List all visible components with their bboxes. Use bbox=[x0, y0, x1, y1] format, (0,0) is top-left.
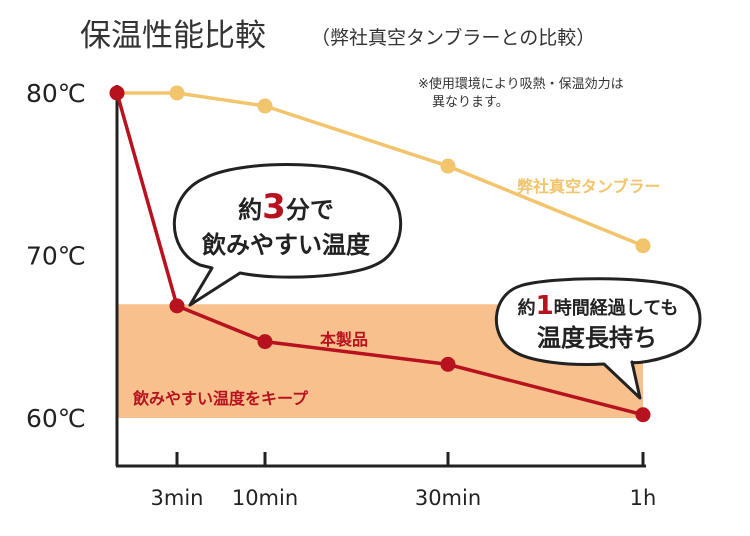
note-line-1: ※使用環境により吸熱・保温効力は bbox=[418, 76, 624, 92]
y-tick-label: 70℃ bbox=[26, 242, 86, 271]
series-layer bbox=[109, 85, 651, 423]
product-data-point bbox=[109, 85, 125, 101]
y-tick-label: 60℃ bbox=[26, 404, 86, 433]
band-label: 飲みやすい温度をキープ bbox=[132, 389, 309, 408]
competitor-data-point bbox=[635, 238, 651, 254]
x-tick-label: 10min bbox=[232, 486, 298, 510]
note-line-2: 異なります。 bbox=[432, 95, 509, 110]
axes bbox=[115, 85, 646, 468]
chart-title: 保温性能比較 bbox=[80, 18, 266, 54]
x-tick-label: 1h bbox=[630, 486, 657, 510]
speech-bubble-shape bbox=[172, 163, 403, 307]
bubble-right-line-2: 温度長持ち bbox=[537, 324, 657, 352]
competitor-data-point bbox=[440, 158, 456, 174]
bubble-right-line-1: 約1時間経過しても bbox=[518, 291, 679, 321]
x-tick-label: 3min bbox=[151, 486, 204, 510]
speech-bubble-3min: 約3分で 飲みやすい温度 bbox=[172, 163, 403, 307]
speech-bubble-1h: 約1時間経過しても 温度長持ち bbox=[495, 277, 702, 400]
competitor-series-label: 弊社真空タンブラー bbox=[517, 177, 661, 196]
x-ticks: 3min 10min 30min 1h bbox=[151, 452, 657, 510]
x-tick-label: 30min bbox=[415, 486, 481, 510]
product-data-point bbox=[635, 407, 651, 423]
product-data-point bbox=[169, 298, 185, 314]
bubble-left-line-2: 飲みやすい温度 bbox=[201, 231, 371, 259]
chart-subtitle: （弊社真空タンブラーとの比較） bbox=[311, 26, 595, 49]
product-series-label: 本製品 bbox=[320, 330, 368, 349]
product-data-point bbox=[257, 334, 273, 350]
product-data-point bbox=[440, 356, 456, 372]
bubble-left-line-1: 約3分で bbox=[238, 187, 334, 227]
y-ticks: 80℃ 70℃ 60℃ bbox=[26, 79, 86, 433]
speech-bubble-shape bbox=[495, 277, 702, 400]
y-tick-label: 80℃ bbox=[26, 79, 86, 108]
competitor-data-point bbox=[169, 85, 185, 101]
competitor-data-point bbox=[257, 98, 273, 114]
